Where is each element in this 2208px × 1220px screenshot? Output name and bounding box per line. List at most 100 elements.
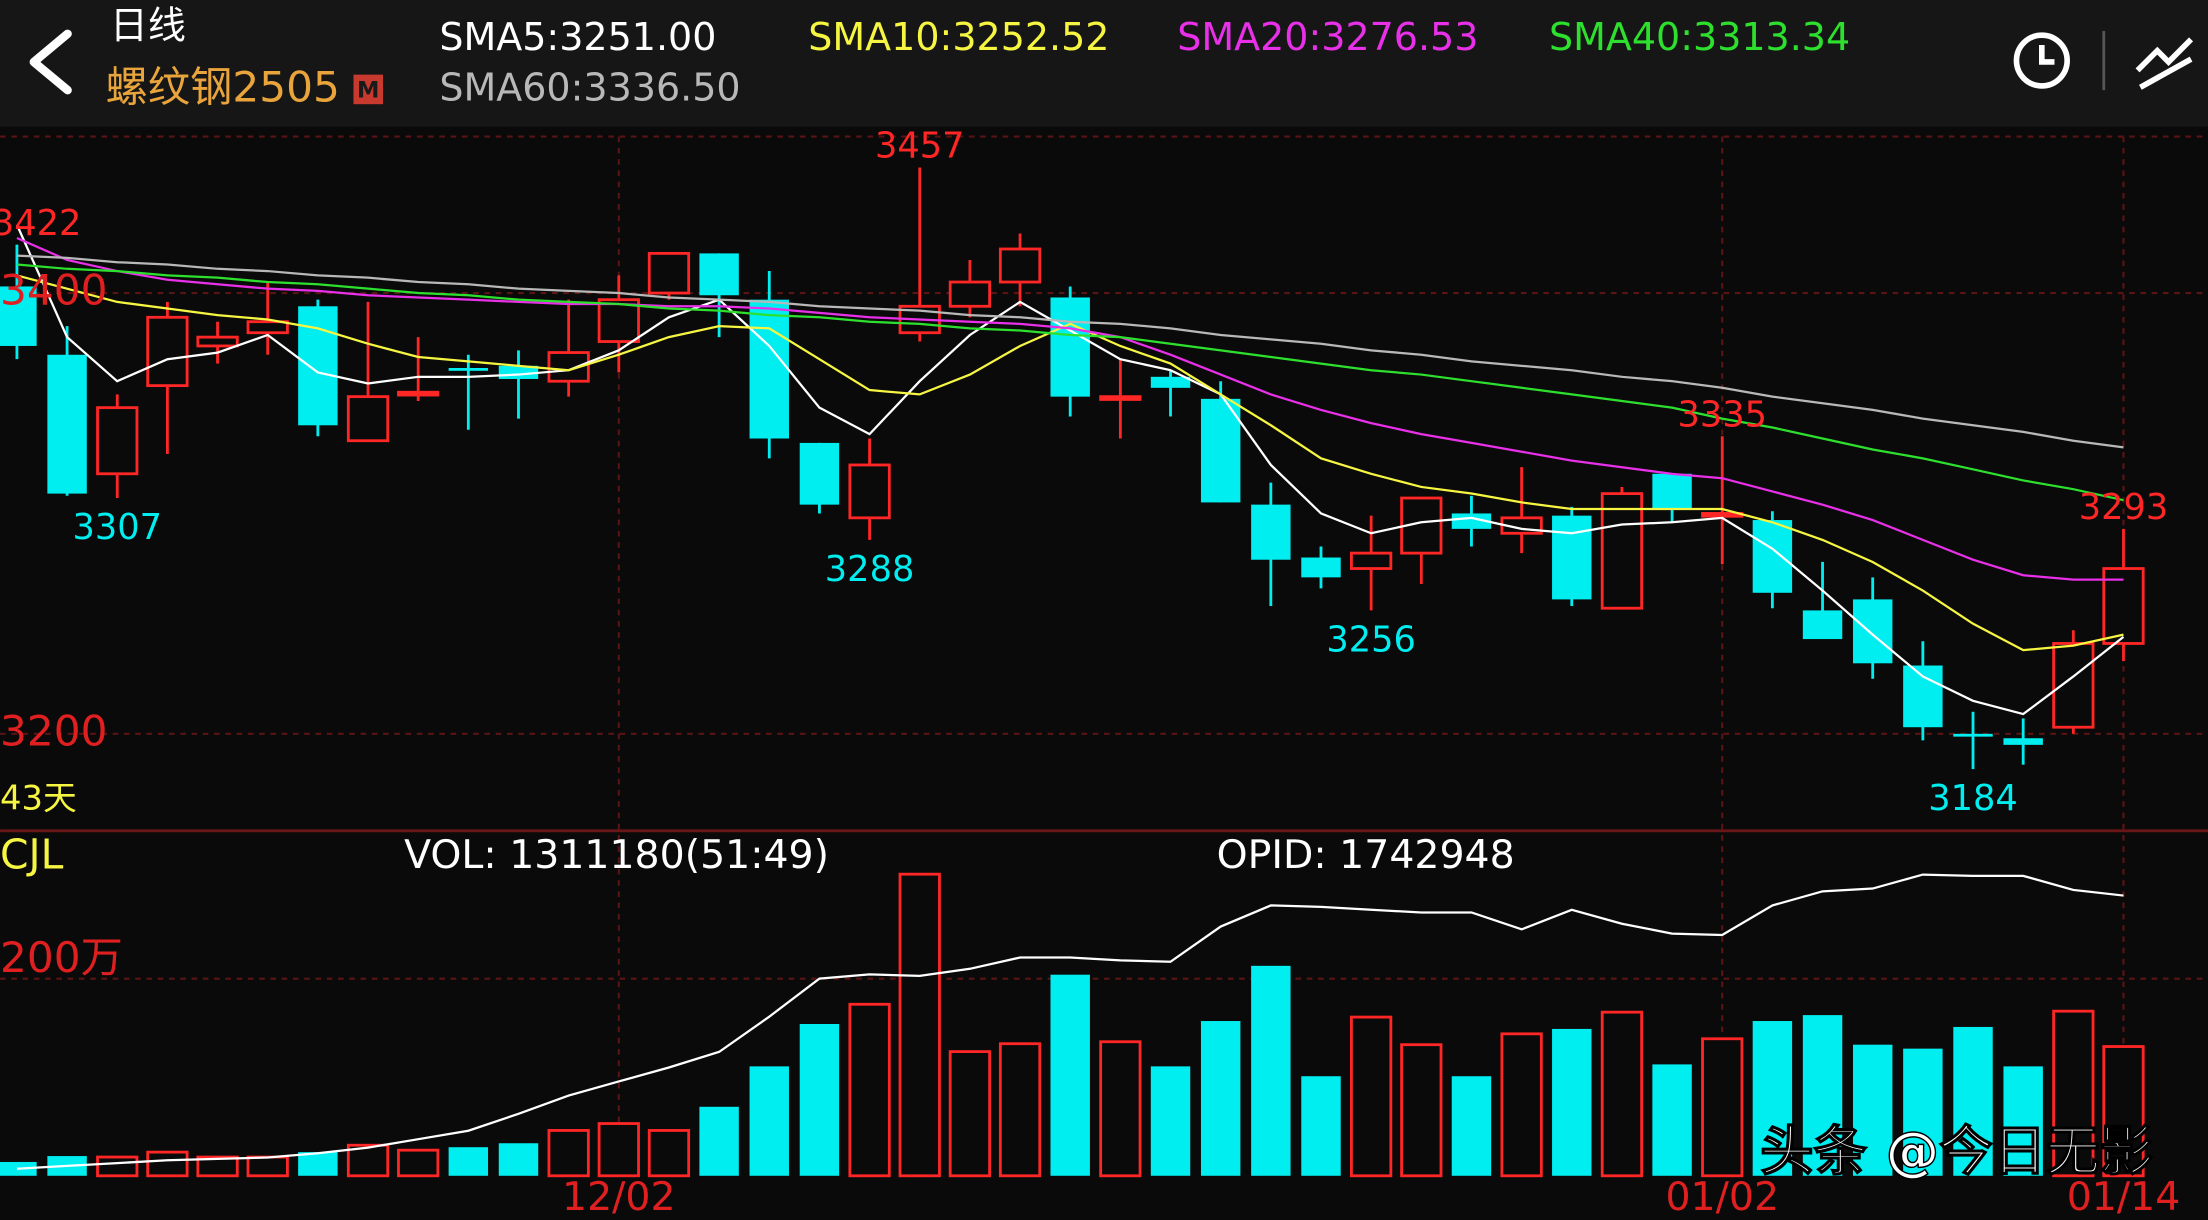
candle-body bbox=[1451, 513, 1492, 529]
clock-icon bbox=[2013, 32, 2070, 89]
volume-bar bbox=[96, 1155, 139, 1178]
volume-bar bbox=[1301, 1076, 1341, 1176]
plot: 12/02 01/02 01/14 3200 3400 200万 3422 3457 3335 3… bbox=[0, 15, 2208, 1220]
high-label: 3457 bbox=[875, 126, 965, 167]
y-tick-label: 3200 bbox=[0, 706, 107, 755]
low-label: 3288 bbox=[825, 549, 915, 590]
volume-bar bbox=[799, 1023, 840, 1176]
legend-entry: SMA40:3313.34 bbox=[1549, 15, 1850, 59]
moving-average-line bbox=[16, 263, 2124, 502]
badge-box bbox=[353, 74, 384, 105]
clock-button[interactable] bbox=[2013, 32, 2070, 89]
volume-bar bbox=[699, 1106, 739, 1176]
candle-body bbox=[1099, 395, 1142, 401]
candle-body bbox=[1350, 551, 1393, 570]
moving-average-line bbox=[16, 254, 2124, 449]
candle-body bbox=[749, 299, 789, 439]
volume-bar bbox=[1802, 1015, 1843, 1176]
high-label: 3293 bbox=[2079, 487, 2169, 528]
symbol-label: 螺纹钢2505 bbox=[106, 63, 340, 112]
draw-icon-line bbox=[2139, 56, 2193, 90]
candle-body bbox=[1852, 599, 1893, 664]
candle-body bbox=[1150, 376, 1191, 388]
volume-panel-title: CJL bbox=[0, 831, 64, 879]
volume-bar bbox=[1200, 1021, 1241, 1176]
candle-body bbox=[1752, 520, 1793, 593]
volume-bar bbox=[1251, 965, 1291, 1176]
clock-hands bbox=[2038, 45, 2055, 65]
header-bar bbox=[0, 0, 2208, 127]
candle-body bbox=[1802, 610, 1843, 640]
volume-bar bbox=[547, 1129, 590, 1178]
volume-bar bbox=[1050, 974, 1090, 1176]
volume-bar bbox=[1600, 1010, 1644, 1178]
draw-icon bbox=[2135, 37, 2194, 73]
volume-bar bbox=[749, 1066, 789, 1176]
candle-body bbox=[146, 315, 189, 388]
volume-bar bbox=[898, 872, 941, 1178]
candle-body bbox=[1552, 515, 1592, 600]
volume-bar bbox=[1500, 1032, 1543, 1178]
volume-bar bbox=[448, 1147, 489, 1176]
candle-body bbox=[96, 406, 139, 476]
moving-average-line bbox=[16, 236, 2124, 581]
volume-bar bbox=[196, 1155, 239, 1178]
volume-bar bbox=[1752, 1021, 1793, 1176]
candle-body bbox=[848, 463, 891, 520]
candle-body bbox=[1953, 733, 1993, 737]
badge-label: M bbox=[357, 77, 379, 103]
volume-bar bbox=[1701, 1037, 1744, 1178]
candle-body bbox=[2052, 642, 2095, 729]
legend-entry: SMA20:3276.53 bbox=[1177, 15, 1478, 59]
candle-body bbox=[597, 298, 640, 343]
volume-bar bbox=[1099, 1040, 1142, 1178]
volume-bar bbox=[146, 1150, 189, 1178]
legend-entry: VOL: 1311180(51:49) bbox=[404, 832, 829, 878]
volume-bar bbox=[397, 1148, 440, 1178]
volume-bar bbox=[1652, 1064, 1692, 1176]
candle-body bbox=[448, 367, 489, 371]
low-label: 3184 bbox=[1928, 778, 2018, 819]
volume-bar bbox=[597, 1122, 640, 1178]
candle-body bbox=[346, 395, 390, 443]
volume-bar bbox=[848, 1002, 891, 1178]
draw-button[interactable] bbox=[2135, 37, 2194, 90]
candle-body bbox=[799, 442, 840, 505]
legend-entry: OPID: 1742948 bbox=[1217, 832, 1515, 878]
high-label: 3335 bbox=[1677, 395, 1767, 436]
legend-entry: SMA5:3251.00 bbox=[439, 15, 716, 59]
x-tick-label: 12/02 bbox=[562, 1174, 676, 1220]
moving-average-line bbox=[15, 224, 2125, 716]
candle-body bbox=[1903, 665, 1943, 728]
x-tick-label: 01/14 bbox=[2067, 1174, 2181, 1220]
high-label: 3422 bbox=[0, 203, 81, 244]
candle-body bbox=[1050, 297, 1090, 397]
volume-bar bbox=[346, 1143, 390, 1178]
candle-body bbox=[298, 306, 338, 426]
candle-body bbox=[998, 247, 1042, 284]
candle-body bbox=[647, 251, 691, 295]
candle-body bbox=[1301, 557, 1341, 578]
volume-bar bbox=[2052, 1009, 2095, 1178]
candle-body bbox=[1200, 398, 1241, 503]
volume-bar bbox=[246, 1155, 289, 1178]
back-button[interactable] bbox=[29, 29, 72, 95]
volume-bar bbox=[1451, 1076, 1492, 1176]
volume-bar bbox=[2003, 1066, 2043, 1176]
candle-body bbox=[948, 280, 992, 308]
legend-entry: SMA10:3252.52 bbox=[808, 15, 1109, 59]
candle-body bbox=[1251, 504, 1291, 560]
candle-body bbox=[2003, 738, 2043, 745]
volume-bar bbox=[647, 1129, 691, 1178]
volume-bar bbox=[1852, 1044, 1893, 1176]
low-label: 3307 bbox=[72, 507, 162, 548]
volume-bar bbox=[1400, 1043, 1443, 1178]
period-label: 日线 bbox=[110, 4, 186, 48]
moving-average-line bbox=[16, 274, 2124, 652]
candle-body bbox=[699, 253, 739, 296]
candle-body bbox=[2102, 567, 2145, 645]
x-tick-label: 01/02 bbox=[1665, 1174, 1779, 1220]
volume-bar bbox=[948, 1050, 992, 1178]
candle-body bbox=[246, 320, 289, 335]
count-label: 43天 bbox=[0, 778, 77, 817]
